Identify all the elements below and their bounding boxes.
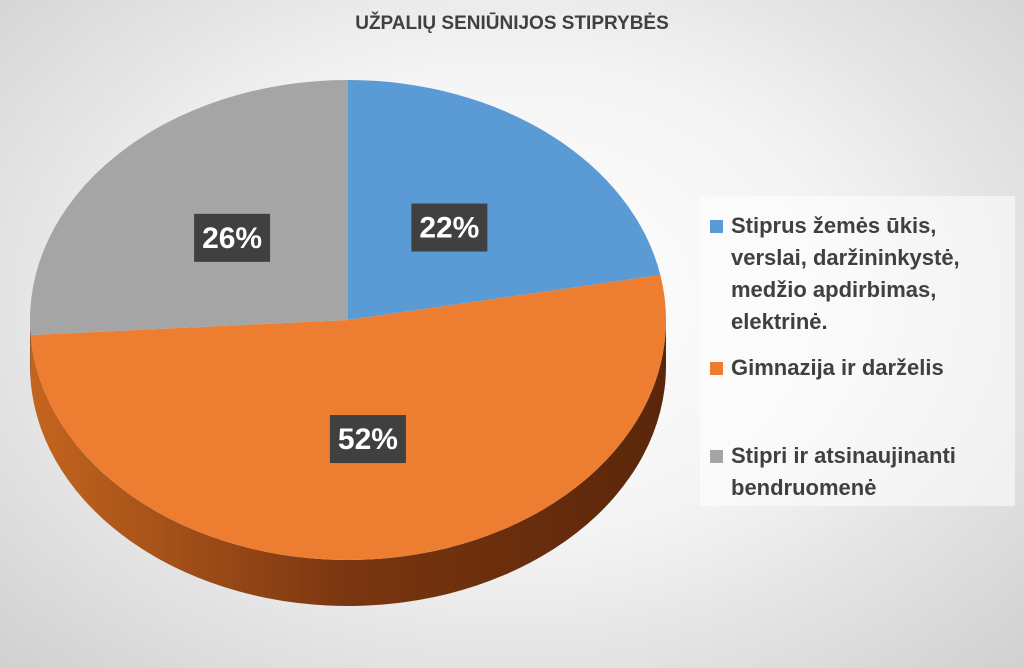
slice [348,80,661,320]
data-label: 52% [338,423,398,456]
legend-label: Stiprus žemės ūkis, verslai, daržininkys… [731,213,960,334]
label-box [411,203,488,252]
slice-side [30,320,31,382]
label-box [194,213,271,262]
legend-swatch [710,220,723,233]
slice-side [30,320,666,606]
data-label: 22% [419,211,479,244]
legend-swatch [710,362,723,375]
legend-label: Gimnazija ir darželis [731,355,944,380]
label-box [329,415,406,464]
legend-item: Stipri ir atsinaujinanti bendruomenė [710,440,1005,504]
data-label: 26% [202,222,262,255]
legend-swatch [710,450,723,463]
legend-item: Stiprus žemės ūkis, verslai, daržininkys… [710,210,1005,338]
legend-item: Gimnazija ir darželis [710,352,1005,384]
slice [29,80,348,336]
legend: Stiprus žemės ūkis, verslai, daržininkys… [700,196,1015,506]
legend-label: Stipri ir atsinaujinanti bendruomenė [731,443,956,500]
chart-title: UŽPALIŲ SENIŪNIJOS STIPRYBĖS [355,12,669,34]
